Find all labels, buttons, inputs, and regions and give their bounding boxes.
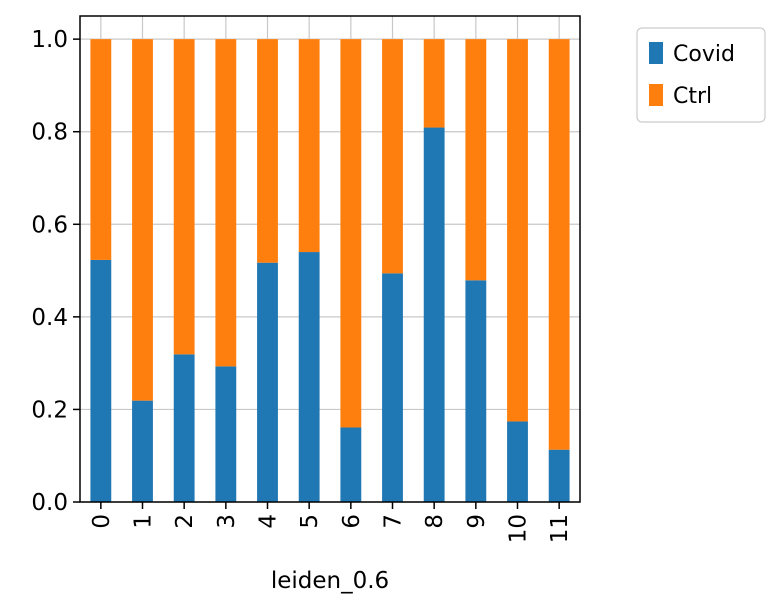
plot-frame <box>79 15 581 503</box>
bar-covid-7 <box>382 273 403 502</box>
y-axis: 0.0 0.2 0.4 0.6 0.8 1.0 <box>31 27 80 516</box>
grid <box>80 16 580 503</box>
bar-covid-6 <box>340 427 362 502</box>
legend: Covid Ctrl <box>636 27 766 123</box>
bar-ctrl-10 <box>507 39 528 422</box>
y-tick-label: 0.0 <box>31 490 68 516</box>
legend-label-covid: Covid <box>673 42 735 67</box>
x-tick-label: 8 <box>422 514 448 529</box>
x-tick-label: 2 <box>172 514 198 529</box>
bar-ctrl-3 <box>215 39 237 367</box>
bar-covid-10 <box>507 421 528 502</box>
legend-swatch-covid <box>649 42 663 64</box>
legend-swatch-ctrl <box>649 84 663 106</box>
x-tick-label: 7 <box>381 514 407 529</box>
bar-covid-9 <box>465 280 487 502</box>
bar-ctrl-11 <box>548 39 570 450</box>
bar-ctrl-7 <box>382 39 403 274</box>
x-axis: 0 1 2 3 4 5 6 7 8 9 10 11 <box>89 502 573 543</box>
bar-covid-1 <box>132 400 153 502</box>
bar-covid-5 <box>298 252 320 502</box>
legend-label-ctrl: Ctrl <box>673 84 712 109</box>
bar-covid-4 <box>257 262 278 502</box>
x-tick-label: 1 <box>131 514 157 529</box>
legend-box <box>636 27 766 123</box>
bar-covid-3 <box>215 366 237 502</box>
bar-covid-8 <box>423 127 445 502</box>
y-tick-label: 1.0 <box>31 27 68 53</box>
bar-ctrl-9 <box>465 39 487 281</box>
x-tick-label: 10 <box>506 514 532 543</box>
x-axis-title: leiden_0.6 <box>271 568 389 594</box>
bar-covid-11 <box>548 449 570 502</box>
x-tick-label: 5 <box>297 514 323 529</box>
x-tick-label: 4 <box>256 514 282 529</box>
y-tick-label: 0.8 <box>31 120 68 146</box>
y-tick-label: 0.4 <box>31 305 68 331</box>
bar-ctrl-6 <box>340 39 362 428</box>
x-tick-label: 0 <box>89 514 115 529</box>
bar-ctrl-5 <box>298 39 320 253</box>
bar-ctrl-0 <box>90 39 112 260</box>
x-tick-label: 6 <box>339 514 365 529</box>
bar-ctrl-8 <box>423 39 445 128</box>
x-tick-label: 3 <box>214 514 240 529</box>
bar-ctrl-1 <box>132 39 153 401</box>
x-tick-label: 9 <box>464 514 490 529</box>
bar-covid-2 <box>173 354 195 502</box>
bar-covid-0 <box>90 259 112 502</box>
y-tick-label: 0.2 <box>31 397 68 423</box>
y-tick-label: 0.6 <box>31 212 68 238</box>
x-tick-label: 11 <box>547 514 573 543</box>
bars <box>90 39 570 502</box>
bar-ctrl-2 <box>173 39 195 355</box>
bar-ctrl-4 <box>257 39 278 263</box>
